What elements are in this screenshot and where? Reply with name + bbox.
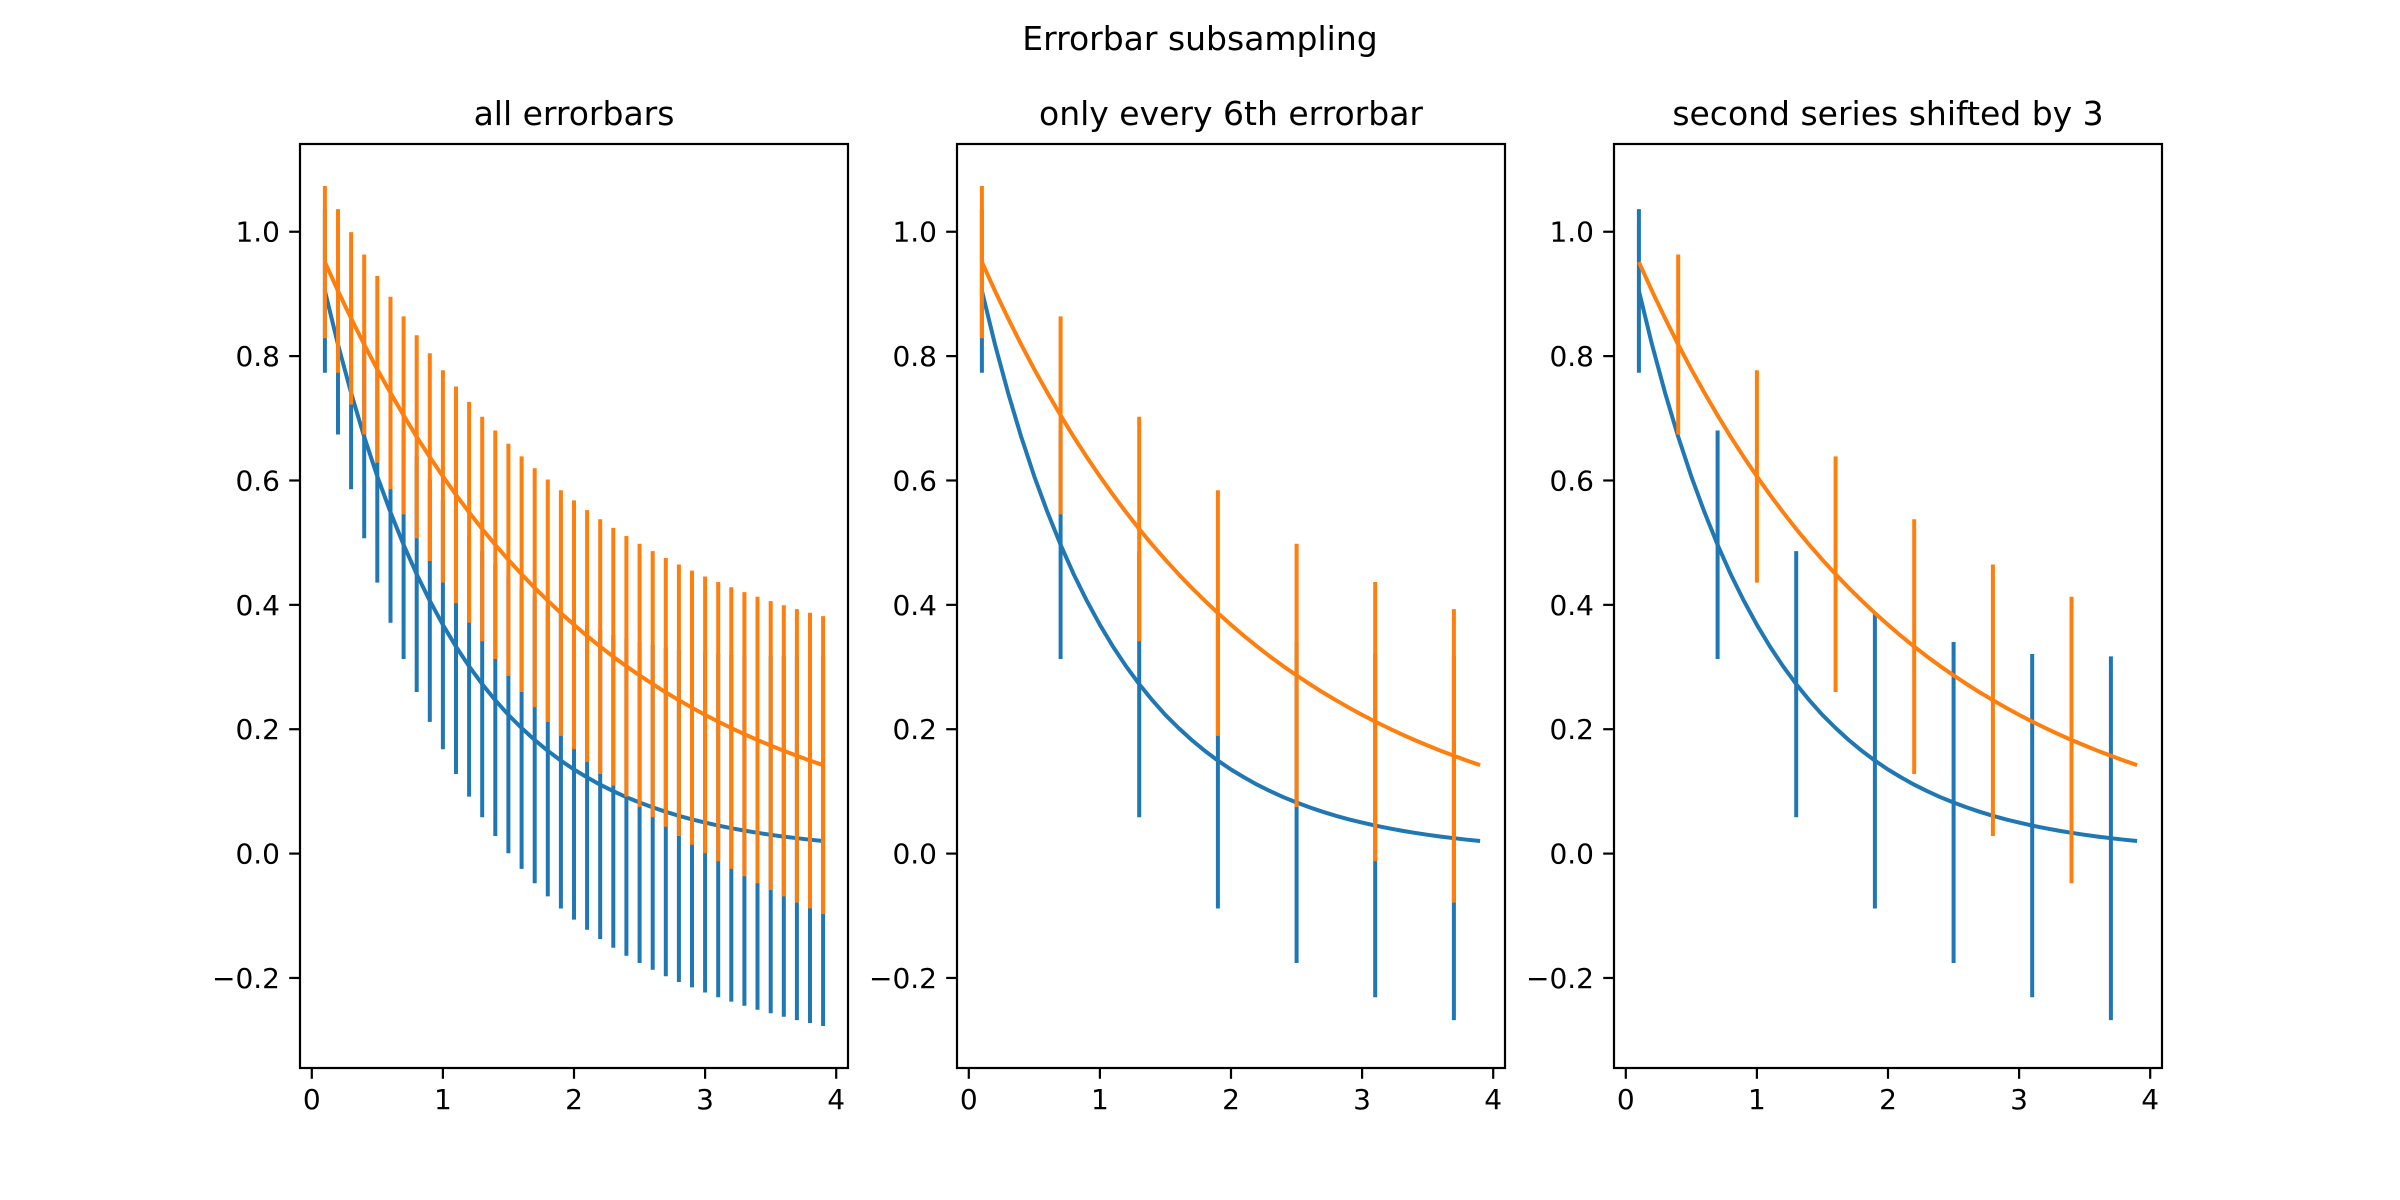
x-tick-label: 2: [1222, 1083, 1240, 1116]
y-tick-label: −0.2: [1526, 962, 1594, 995]
axes-frame: [955, 142, 1507, 1070]
x-tick-label: 1: [1748, 1083, 1766, 1116]
y-tick-label: 0.4: [1549, 589, 1594, 622]
series2-orange-line: [323, 261, 824, 767]
subplot-2: 0 1 2 3 4 −0.2 0.0 0.2 0.4 0.6 0.8 1.0: [869, 142, 1507, 1116]
y-tick-label: 0.0: [235, 838, 280, 871]
x-tick-label: 1: [1091, 1083, 1109, 1116]
x-tick-label: 3: [696, 1083, 714, 1116]
x-tick-label: 3: [2010, 1083, 2028, 1116]
x-tick-label: 2: [565, 1083, 583, 1116]
subplot3-title: second series shifted by 3: [1672, 94, 2104, 133]
series1-blue-line: [322, 290, 824, 843]
series1-blue-line: [979, 290, 1481, 843]
series2-orange-line: [980, 261, 1481, 767]
y-tick-label: 1.0: [892, 216, 937, 249]
y-tick-label: 1.0: [235, 216, 280, 249]
x-tick-label: 0: [1617, 1083, 1635, 1116]
series2-orange-line: [1637, 261, 2138, 767]
x-tick-label: 2: [1879, 1083, 1897, 1116]
figure-suptitle: Errorbar subsampling: [1022, 19, 1378, 58]
subplot1-title: all errorbars: [473, 94, 675, 133]
y-tick-label: 0.4: [235, 589, 280, 622]
x-tick-label: 4: [2141, 1083, 2159, 1116]
x-tick-label: 0: [303, 1083, 321, 1116]
x-tick-label: 4: [827, 1083, 845, 1116]
y-tick-label: 0.8: [892, 340, 937, 373]
y-tick-label: 0.0: [892, 838, 937, 871]
y-tick-label: −0.2: [869, 962, 937, 995]
y-tick-label: 0.8: [235, 340, 280, 373]
y-tick-label: −0.2: [212, 962, 280, 995]
y-tick-label: 0.6: [1549, 464, 1594, 497]
axes-frame: [1612, 142, 2164, 1070]
y-tick-label: 0.6: [892, 464, 937, 497]
subplot-1: 0 1 2 3 4 −0.2 0.0 0.2 0.4 0.6 0.8 1.0: [212, 142, 850, 1116]
series1-blue-line: [1636, 290, 2138, 843]
y-tick-label: 0.2: [892, 713, 937, 746]
subplot-3: 0 1 2 3 4 −0.2 0.0 0.2 0.4 0.6 0.8 1.0: [1526, 142, 2164, 1116]
subplot2-title: only every 6th errorbar: [1039, 94, 1423, 133]
y-tick-label: 0.2: [235, 713, 280, 746]
y-tick-label: 1.0: [1549, 216, 1594, 249]
y-tick-label: 0.8: [1549, 340, 1594, 373]
x-tick-label: 3: [1353, 1083, 1371, 1116]
x-tick-label: 0: [960, 1083, 978, 1116]
x-tick-label: 1: [434, 1083, 452, 1116]
y-tick-label: 0.0: [1549, 838, 1594, 871]
x-tick-label: 4: [1484, 1083, 1502, 1116]
y-tick-label: 0.2: [1549, 713, 1594, 746]
y-tick-label: 0.6: [235, 464, 280, 497]
y-tick-label: 0.4: [892, 589, 937, 622]
